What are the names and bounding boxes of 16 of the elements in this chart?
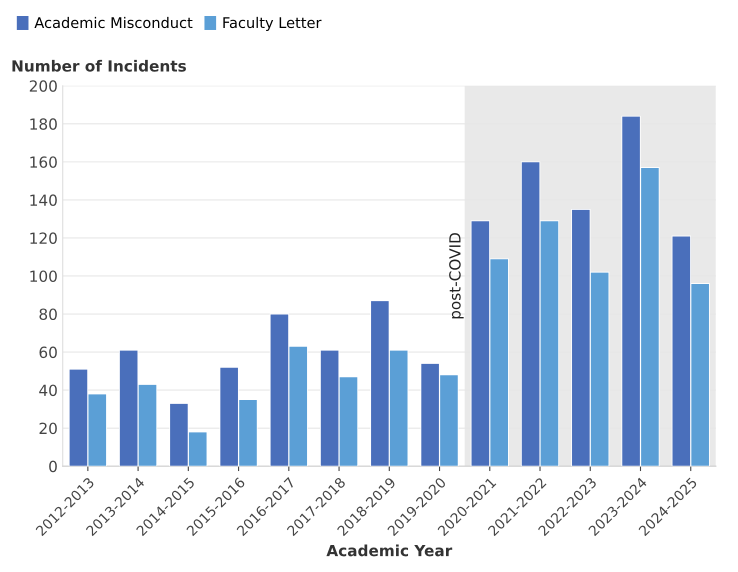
band-label: post-COVID xyxy=(449,233,464,318)
y-tick-label: 200 xyxy=(30,80,57,92)
x-axis-title: Academic Year xyxy=(326,544,452,556)
legend-label: Academic Misconduct xyxy=(34,16,192,28)
y-tick-label: 160 xyxy=(30,156,57,168)
y-tick-label: 120 xyxy=(30,232,57,244)
y-axis-title: Number of Incidents xyxy=(12,60,186,72)
y-tick-label: 80 xyxy=(39,308,57,320)
y-tick-label: 140 xyxy=(30,194,57,206)
legend-label: Faculty Letter xyxy=(223,16,322,31)
y-tick-label: 0 xyxy=(49,460,57,472)
y-tick-label: 20 xyxy=(40,422,57,434)
y-tick-label: 100 xyxy=(30,270,57,282)
y-tick-label: 60 xyxy=(39,346,57,358)
y-tick-label: 40 xyxy=(39,384,57,396)
y-tick-label: 180 xyxy=(30,118,57,130)
